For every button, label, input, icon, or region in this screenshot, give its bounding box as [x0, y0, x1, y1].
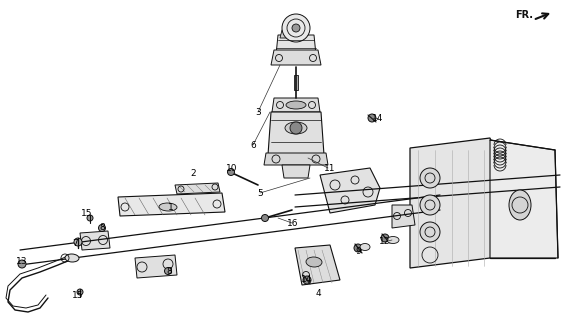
Ellipse shape	[286, 101, 306, 109]
Circle shape	[87, 215, 93, 221]
Circle shape	[98, 225, 105, 231]
Polygon shape	[295, 245, 340, 285]
Polygon shape	[410, 138, 510, 268]
Circle shape	[381, 234, 389, 242]
Text: 11: 11	[324, 164, 336, 172]
Text: 5: 5	[257, 188, 263, 197]
Text: 2: 2	[190, 169, 196, 178]
Polygon shape	[294, 75, 298, 90]
Text: 15: 15	[81, 209, 93, 218]
Circle shape	[303, 276, 311, 284]
Text: 6: 6	[250, 140, 256, 149]
Polygon shape	[268, 112, 324, 155]
Text: 16: 16	[287, 219, 299, 228]
Polygon shape	[80, 231, 110, 250]
Circle shape	[420, 222, 440, 242]
Circle shape	[420, 195, 440, 215]
Polygon shape	[272, 98, 320, 112]
Text: 13: 13	[16, 258, 28, 267]
Text: 14: 14	[372, 114, 384, 123]
Circle shape	[261, 214, 268, 221]
Circle shape	[368, 114, 376, 122]
Polygon shape	[280, 30, 288, 38]
Circle shape	[77, 289, 83, 295]
Text: 15: 15	[72, 291, 84, 300]
Ellipse shape	[509, 190, 531, 220]
Ellipse shape	[285, 122, 307, 134]
Circle shape	[165, 268, 172, 275]
Text: 12: 12	[379, 237, 391, 246]
Text: 9: 9	[355, 247, 361, 257]
Text: FR.: FR.	[515, 10, 533, 20]
Polygon shape	[320, 168, 380, 213]
Text: 8: 8	[166, 267, 172, 276]
Ellipse shape	[387, 236, 399, 244]
Polygon shape	[276, 35, 316, 55]
Polygon shape	[282, 165, 310, 178]
Text: 1: 1	[168, 203, 174, 212]
Ellipse shape	[65, 254, 79, 262]
Circle shape	[228, 169, 235, 175]
Polygon shape	[392, 205, 415, 228]
Polygon shape	[175, 183, 220, 194]
Circle shape	[18, 260, 26, 268]
Polygon shape	[490, 140, 558, 258]
Circle shape	[354, 244, 362, 252]
Text: 10: 10	[227, 164, 238, 172]
Circle shape	[420, 168, 440, 188]
Text: 8: 8	[99, 223, 105, 233]
Polygon shape	[271, 50, 321, 65]
Text: 4: 4	[315, 289, 321, 298]
Circle shape	[282, 14, 310, 42]
Ellipse shape	[306, 257, 322, 267]
Text: 14: 14	[301, 276, 313, 284]
Ellipse shape	[360, 244, 370, 251]
Text: 3: 3	[255, 108, 261, 116]
Ellipse shape	[159, 203, 177, 211]
Polygon shape	[118, 193, 225, 216]
Polygon shape	[264, 153, 328, 165]
Circle shape	[290, 122, 302, 134]
Circle shape	[74, 238, 82, 246]
Text: 7: 7	[72, 238, 78, 247]
Polygon shape	[135, 255, 177, 278]
Circle shape	[292, 24, 300, 32]
